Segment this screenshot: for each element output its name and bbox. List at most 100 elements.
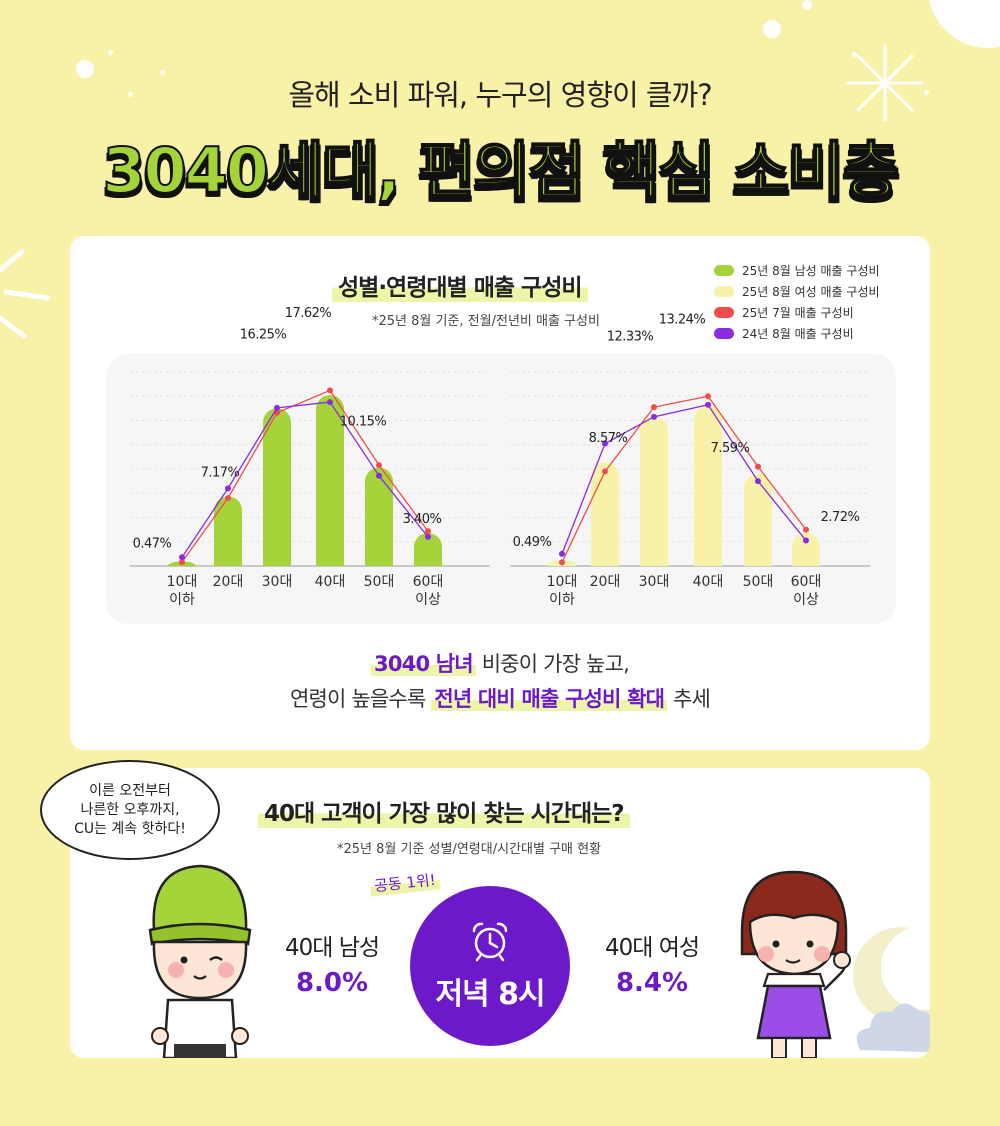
bar	[263, 408, 291, 566]
time-question-title: 40대 고객이 가장 많이 찾는 시간대는?	[258, 794, 630, 828]
series-line	[561, 395, 807, 563]
peak-time-badge: 저녁 8시	[410, 886, 570, 1046]
time-note: *25년 8월 기준 성별/연령대/시간대별 구매 현황	[337, 842, 602, 857]
legend-item: 24년 8월 매출 구성비	[714, 323, 880, 344]
data-label: 3.40%	[403, 512, 442, 527]
decorative-circle	[76, 60, 94, 78]
legend-item: 25년 8월 남성 매출 구성비	[714, 260, 880, 281]
data-label: 7.59%	[711, 441, 750, 456]
series-line	[181, 389, 429, 563]
series-point	[803, 526, 809, 533]
summary-highlight: 3040 남녀	[371, 652, 476, 676]
male-40s-value: 8.0%	[295, 968, 369, 998]
decorative-dot	[924, 90, 929, 95]
bar	[316, 395, 344, 566]
legend-label: 25년 8월 남성 매출 구성비	[742, 264, 880, 278]
legend-swatch	[714, 265, 734, 276]
moon-icon	[853, 927, 930, 1024]
data-label: 7.17%	[201, 465, 240, 480]
data-label: 0.47%	[133, 536, 172, 551]
bar	[414, 533, 442, 566]
burst-icon	[0, 249, 51, 339]
x-tick-label: 60대	[791, 574, 822, 590]
data-label: 10.15%	[340, 415, 387, 430]
summary-line-1: 3040 남녀 비중이 가장 높고,	[0, 648, 1000, 678]
x-tick-label: 30대	[262, 574, 293, 590]
data-label: 0.49%	[513, 535, 552, 550]
series-point	[602, 440, 608, 447]
chart-legend: 25년 8월 남성 매출 구성비 25년 8월 여성 매출 구성비 25년 7월…	[714, 260, 880, 344]
bar	[744, 473, 772, 566]
decorative-circle	[802, 0, 812, 10]
series-point	[755, 478, 761, 485]
decorative-dot	[852, 52, 857, 57]
series-point	[179, 554, 185, 561]
series-point	[559, 550, 565, 557]
series-point	[225, 495, 231, 502]
bubble-line: 이른 오전부터	[89, 782, 171, 799]
alarm-clock-icon	[472, 922, 508, 962]
decorative-dot	[128, 92, 133, 97]
sparkle-icon	[846, 44, 924, 122]
decorative-dot	[108, 50, 113, 55]
page-title: 3040세대, 편의점 핵심 소비층	[101, 133, 900, 208]
x-tick-label: 10대	[167, 574, 198, 590]
x-tick-label: 50대	[364, 574, 395, 590]
speech-bubble: 이른 오전부터 나른한 오후까지, CU는 계속 핫하다!	[40, 760, 220, 860]
data-label: 8.57%	[589, 431, 628, 446]
series-point	[651, 404, 657, 411]
series-point	[376, 462, 382, 469]
series-point	[425, 528, 431, 535]
x-tick-label: 40대	[315, 574, 346, 590]
x-tick-label: 이상	[415, 592, 441, 608]
x-tick-label: 50대	[743, 574, 774, 590]
summary-text: 추세	[667, 687, 711, 711]
x-tick-label: 20대	[213, 574, 244, 590]
legend-item: 25년 8월 여성 매출 구성비	[714, 281, 880, 302]
series-line	[561, 404, 807, 555]
series-point	[327, 399, 333, 406]
summary-line-2: 연령이 높을수록 전년 대비 매출 구성비 확대 추세	[0, 683, 1000, 713]
x-tick-label: 이상	[793, 592, 819, 608]
bar	[365, 467, 393, 566]
bar	[694, 405, 722, 566]
series-point	[705, 401, 711, 408]
data-label: 17.62%	[285, 306, 332, 321]
series-point	[376, 472, 382, 479]
data-label: 2.72%	[821, 510, 860, 525]
legend-label: 25년 8월 여성 매출 구성비	[742, 285, 880, 299]
summary-text: 연령이 높을수록	[289, 687, 432, 711]
legend-label: 24년 8월 매출 구성비	[742, 327, 854, 341]
data-label: 13.24%	[659, 312, 706, 327]
female-40s-label: 40대 여성	[604, 935, 700, 961]
x-tick-label: 10대	[547, 574, 578, 590]
series-point	[803, 537, 809, 544]
decorative-circle	[763, 20, 781, 38]
bubble-line: 나른한 오후까지,	[80, 801, 180, 818]
peak-time-label: 저녁 8시	[435, 977, 545, 1012]
x-tick-label: 30대	[639, 574, 670, 590]
x-tick-label: 이하	[549, 592, 575, 608]
summary-text: 비중이 가장 높고,	[475, 652, 630, 676]
legend-label: 25년 7월 매출 구성비	[742, 306, 854, 320]
data-label: 16.25%	[240, 327, 287, 342]
male-character-illustration	[148, 864, 252, 1058]
series-point	[425, 533, 431, 540]
bar	[591, 462, 619, 566]
bar	[640, 416, 668, 566]
bar	[792, 533, 820, 566]
series-point	[274, 404, 280, 411]
series-point	[179, 559, 185, 566]
summary-highlight: 전년 대비 매출 구성비 확대	[431, 687, 668, 711]
series-point	[327, 387, 333, 394]
female-character-illustration	[740, 870, 851, 1058]
male-40s-label: 40대 남성	[284, 935, 380, 961]
series-point	[705, 393, 711, 400]
chart-title: 성별·연령대별 매출 구성비	[332, 268, 588, 302]
series-line	[181, 401, 429, 558]
x-tick-label: 40대	[693, 574, 724, 590]
female-40s-value: 8.4%	[615, 968, 689, 998]
bar	[214, 496, 243, 566]
series-point	[755, 463, 761, 470]
